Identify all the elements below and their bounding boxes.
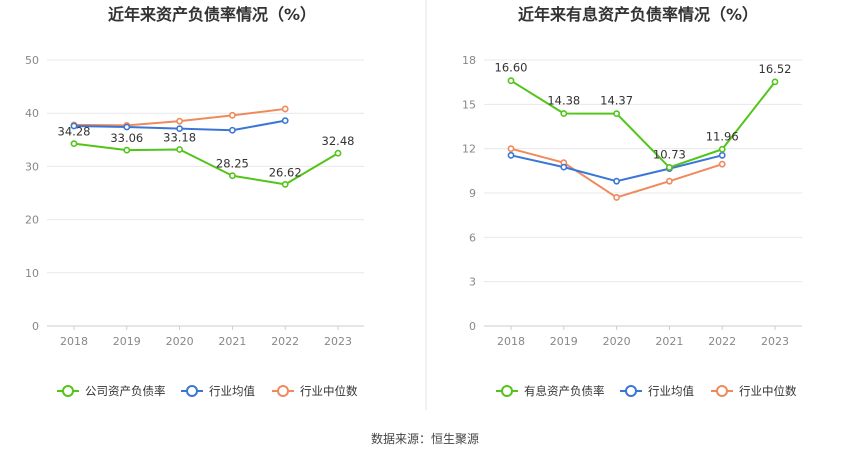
data-point-industry_median: [507, 145, 515, 153]
data-point-industry_avg: [718, 151, 726, 159]
x-tick-label: 2022: [708, 335, 736, 348]
data-point-company: [123, 146, 131, 154]
data-label: 16.52: [759, 62, 792, 76]
x-tick-label: 2019: [113, 335, 141, 348]
chart-title: 近年来有息资产负债率情况（%）: [518, 5, 758, 24]
legend-item-industry_avg: 行业均值: [620, 384, 694, 398]
legend-marker-icon: [501, 385, 513, 397]
data-point-industry_median: [613, 194, 620, 201]
data-label: 26.62: [269, 165, 302, 179]
y-tick-label: 40: [25, 107, 39, 120]
data-point-company: [507, 77, 515, 85]
legend-marker-icon: [277, 385, 289, 397]
y-tick-label: 18: [462, 54, 476, 67]
legend-label: 有息资产负债率: [524, 384, 605, 398]
data-point-industry_avg: [228, 126, 236, 134]
data-point-company: [560, 110, 568, 117]
data-label: 14.38: [547, 93, 580, 107]
data-point-company: [613, 110, 620, 118]
legend-label: 行业均值: [648, 384, 694, 398]
legend-label: 行业中位数: [739, 384, 797, 398]
data-point-industry_median: [718, 160, 726, 168]
y-tick-label: 9: [469, 187, 476, 200]
x-tick-label: 2021: [655, 335, 683, 348]
legend-marker-icon: [186, 385, 198, 397]
data-point-company: [718, 145, 726, 153]
x-tick-label: 2019: [550, 335, 578, 348]
data-label: 14.37: [600, 94, 633, 108]
legend-item-industry_avg: 行业均值: [181, 384, 255, 398]
chart-panel-debt-ratio: 近年来资产负债率情况（%） 0 10 20 30 40 50 2018 2019 2020 2021…: [25, 5, 364, 398]
x-tick-label: 2021: [218, 335, 246, 348]
y-tick-label: 0: [32, 320, 39, 333]
x-tick-label: 2020: [166, 335, 194, 348]
x-tick-label: 2022: [271, 335, 299, 348]
data-point-industry_median: [281, 105, 289, 113]
y-tick-label: 10: [25, 267, 39, 280]
x-tick-label: 2018: [60, 335, 88, 348]
data-point-company: [228, 172, 236, 180]
y-tick-label: 20: [25, 214, 39, 227]
legend-item-company: 有息资产负债率: [496, 384, 605, 398]
legend-item-company: 公司资产负债率: [57, 384, 166, 398]
legend-marker-icon: [62, 385, 74, 397]
series-line-company: [73, 142, 339, 186]
legend-marker-icon: [625, 385, 637, 397]
x-tick-label: 2023: [324, 335, 352, 348]
data-label: 32.48: [322, 134, 355, 148]
data-point-company: [334, 149, 342, 157]
y-tick-label: 50: [25, 54, 39, 67]
data-label: 11.96: [706, 129, 739, 143]
data-point-industry_avg: [123, 123, 131, 131]
y-tick-label: 15: [462, 98, 476, 111]
chart-title: 近年来资产负债率情况（%）: [108, 5, 316, 24]
data-point-company: [70, 140, 78, 148]
legend-item-industry_median: 行业中位数: [272, 384, 358, 398]
data-label: 33.06: [110, 131, 143, 145]
data-label: 10.73: [653, 147, 686, 161]
data-label: 34.28: [58, 125, 91, 139]
series-line-company: [510, 79, 776, 169]
x-tick-label: 2018: [497, 335, 525, 348]
data-point-industry_avg: [560, 163, 568, 171]
x-tick-label: 2023: [761, 335, 789, 348]
data-point-industry_avg: [507, 151, 515, 159]
y-tick-label: 6: [469, 231, 476, 244]
legend-marker-icon: [716, 385, 728, 397]
y-tick-label: 3: [469, 276, 476, 289]
data-label: 33.18: [163, 130, 196, 144]
data-point-industry_avg: [613, 177, 620, 185]
legend-label: 行业均值: [209, 384, 255, 398]
y-tick-label: 30: [25, 160, 39, 173]
data-point-industry_avg: [281, 117, 289, 125]
x-tick-label: 2020: [603, 335, 631, 348]
legend-item-industry_median: 行业中位数: [711, 384, 797, 398]
y-tick-label: 12: [462, 143, 476, 156]
data-point-industry_median: [176, 117, 183, 125]
chart-panel-interest-bearing-debt-ratio: 近年来有息资产负债率情况（%） 0 3 6 9 12 15 18 2018 2019 2020 202…: [462, 5, 802, 398]
data-point-industry_avg: [176, 125, 183, 133]
data-point-industry_median: [666, 177, 673, 185]
series-line-industry_median: [510, 147, 723, 199]
data-point-industry_avg: [70, 122, 78, 130]
data-label: 28.25: [216, 157, 249, 171]
legend-label: 公司资产负债率: [85, 384, 166, 398]
data-point-company: [176, 146, 183, 153]
data-point-company: [666, 164, 673, 171]
data-point-company: [771, 78, 779, 86]
legend-label: 行业中位数: [300, 384, 358, 398]
data-point-industry_median: [228, 111, 236, 119]
data-point-company: [281, 180, 289, 188]
y-tick-label: 0: [469, 320, 476, 333]
source-note: 数据来源：恒生聚源: [371, 431, 479, 446]
data-label: 16.60: [495, 61, 528, 75]
